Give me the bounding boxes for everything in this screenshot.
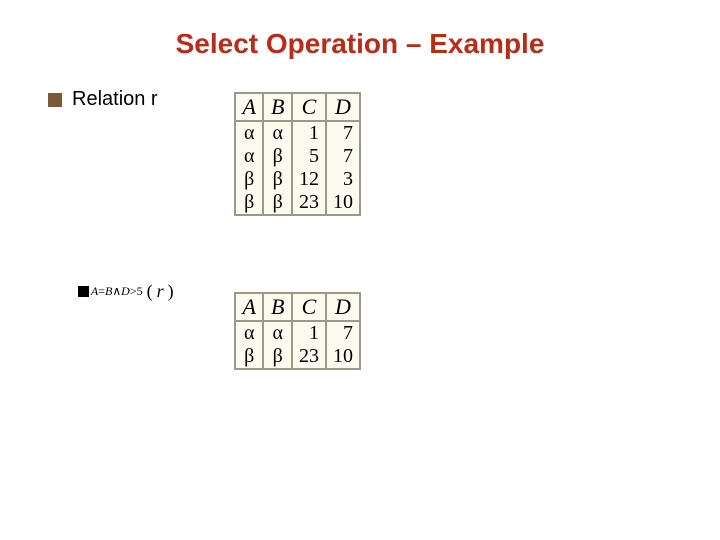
table-cell: β — [263, 345, 291, 368]
table-cell: 7 — [326, 121, 359, 145]
table-cell: 23 — [292, 345, 326, 368]
table-cell: 10 — [326, 345, 359, 368]
table-header: D — [326, 294, 359, 321]
table-row: ββ123 — [236, 168, 359, 191]
table-row: ββ2310 — [236, 345, 359, 368]
table-cell: 3 — [326, 168, 359, 191]
table-cell: β — [236, 345, 263, 368]
slide-title: Select Operation – Example — [0, 28, 720, 60]
table-cell: 1 — [292, 121, 326, 145]
formula-subscript: A=B∧D>5 — [91, 284, 143, 299]
table-cell: 7 — [326, 321, 359, 345]
table-row: αα17 — [236, 321, 359, 345]
table-header: A — [236, 94, 263, 121]
table-cell: β — [236, 191, 263, 214]
bullet-select-formula: σA=B∧D>5(r) — [78, 286, 89, 297]
table-cell: 7 — [326, 145, 359, 168]
table-header: A — [236, 294, 263, 321]
sigma-symbol: σ — [78, 281, 87, 302]
table-cell: α — [236, 321, 263, 345]
table-cell: β — [263, 145, 291, 168]
select-formula: σA=B∧D>5(r) — [78, 281, 174, 302]
table-header: D — [326, 94, 359, 121]
table-cell: β — [236, 168, 263, 191]
table-header: C — [292, 94, 326, 121]
bullet-relation-r: Relation r — [48, 88, 158, 111]
select-result-table: ABCDαα17ββ2310 — [234, 292, 361, 370]
table-header: B — [263, 94, 291, 121]
table-cell: α — [236, 145, 263, 168]
table-cell: 1 — [292, 321, 326, 345]
relation-r-table: ABCDαα17αβ57ββ123ββ2310 — [234, 92, 361, 216]
table-cell: 23 — [292, 191, 326, 214]
table-row: αα17 — [236, 121, 359, 145]
table-row: αβ57 — [236, 145, 359, 168]
table-cell: 10 — [326, 191, 359, 214]
table-cell: β — [263, 191, 291, 214]
bullet-square-icon — [48, 93, 62, 107]
table-cell: α — [263, 321, 291, 345]
table-cell: α — [263, 121, 291, 145]
table-cell: β — [263, 168, 291, 191]
table-cell: α — [236, 121, 263, 145]
table-header: B — [263, 294, 291, 321]
table-cell: 12 — [292, 168, 326, 191]
bullet-relation-r-label: Relation r — [72, 88, 158, 111]
table-row: ββ2310 — [236, 191, 359, 214]
table-header: C — [292, 294, 326, 321]
table-cell: 5 — [292, 145, 326, 168]
